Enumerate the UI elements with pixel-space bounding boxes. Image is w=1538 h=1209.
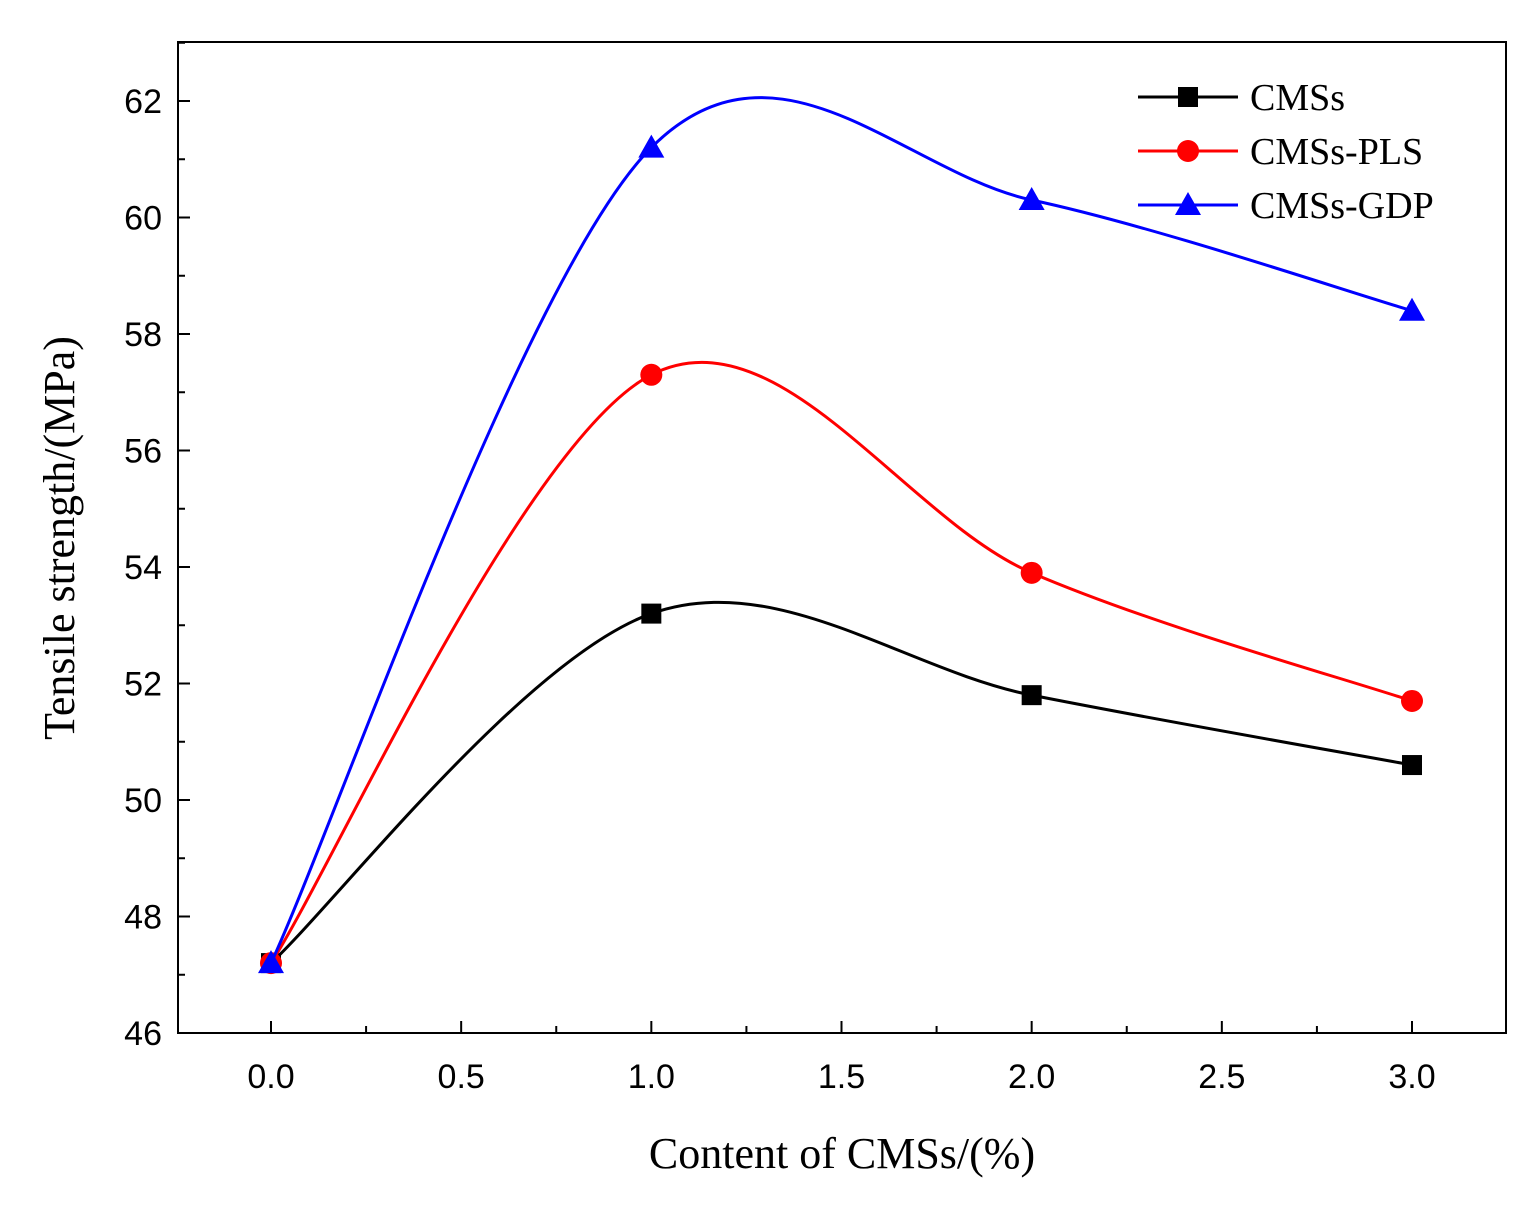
x-tick-label: 0.0: [247, 1058, 294, 1096]
x-tick-label: 1.5: [818, 1058, 865, 1096]
series-line-cmss: [269, 600, 1413, 965]
legend-label-cmss: CMSs: [1250, 77, 1345, 119]
y-tick-label: 52: [124, 666, 162, 704]
data-point-cmss-pls: [640, 363, 663, 386]
y-axis-title: Tensile strength/(MPa): [35, 336, 84, 740]
data-point-cmss: [641, 603, 662, 624]
x-tick-label: 2.0: [1008, 1058, 1055, 1096]
data-point-cmss-gdp: [1018, 187, 1045, 211]
y-tick-label: 54: [124, 549, 162, 587]
y-tick-label: 46: [124, 1015, 162, 1053]
y-tick-label: 50: [124, 782, 162, 820]
data-point-cmss-pls: [1401, 689, 1423, 712]
legend-marker-cmss: [1178, 87, 1198, 107]
x-tick-label: 3.0: [1388, 1058, 1435, 1096]
data-point-cmss: [1402, 755, 1422, 776]
legend-marker-cmss-gdp: [1175, 192, 1201, 215]
y-tick-label: 58: [124, 316, 162, 354]
data-point-cmss-pls: [1020, 561, 1043, 584]
x-tick-label: 1.0: [628, 1058, 675, 1096]
legend-marker-cmss-pls: [1177, 140, 1199, 162]
data-point-cmss-gdp: [258, 950, 284, 974]
data-point-cmss-gdp: [1399, 297, 1425, 321]
legend-label-cmss-gdp: CMSs-GDP: [1250, 185, 1434, 227]
y-tick-label: 60: [124, 200, 162, 238]
series-layer: [258, 96, 1425, 975]
data-point-cmss: [1021, 685, 1042, 706]
x-tick-label: 0.5: [438, 1058, 485, 1096]
x-tick-label: 2.5: [1198, 1058, 1245, 1096]
legend: CMSs CMSs-PLS CMSs-GDP: [1138, 77, 1434, 227]
y-tick-label: 62: [124, 83, 162, 121]
x-axis-title: Content of CMSs/(%): [649, 1129, 1035, 1178]
y-tick-label: 48: [124, 899, 162, 937]
data-point-cmss-gdp: [638, 134, 665, 158]
y-tick-label: 56: [124, 433, 162, 471]
x-axis-ticks: 0.0 0.5 1.0 1.5 2.0 2.5 3.0: [247, 1021, 1436, 1096]
series-line-cmss-gdp: [269, 96, 1413, 964]
series-line-cmss-pls: [269, 360, 1413, 964]
legend-label-cmss-pls: CMSs-PLS: [1250, 131, 1423, 173]
y-axis-ticks: 46 48 50 52 54 56 58 60 62: [124, 41, 190, 1053]
